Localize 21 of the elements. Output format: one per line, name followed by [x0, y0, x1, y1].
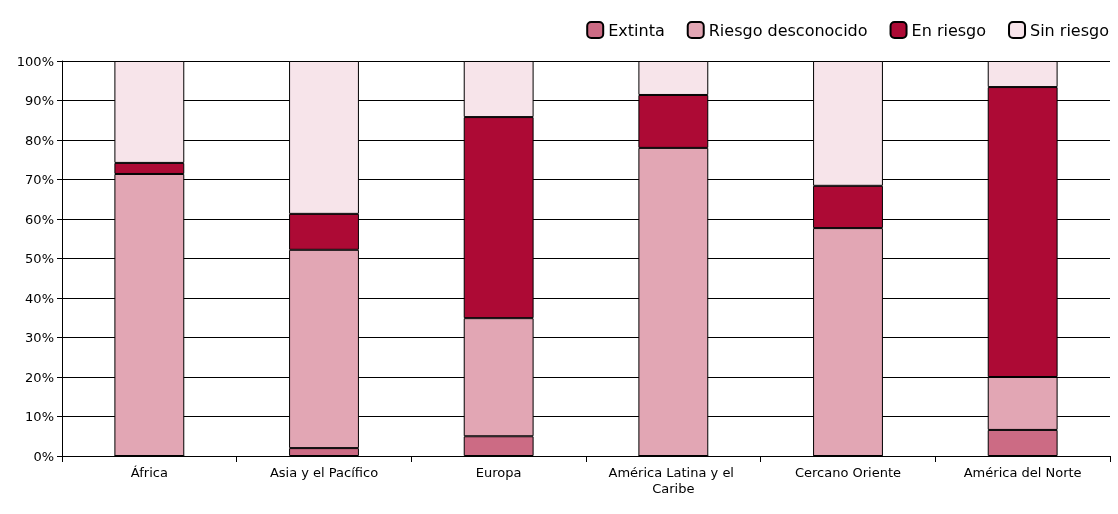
x-tick-label: Asia y el Pacífico — [269, 464, 379, 480]
x-tick-label: América Latina y el Caribe — [608, 464, 739, 496]
y-tick-label: 40% — [25, 290, 54, 306]
y-tick-label: 50% — [25, 251, 54, 266]
y-tick-label: 30% — [25, 330, 54, 345]
x-tick-label: Europa — [475, 464, 522, 480]
x-tick-label: América del Norte — [963, 464, 1082, 480]
legend-label: Extinta — [608, 20, 665, 40]
y-tick-label: 90% — [25, 93, 54, 108]
y-tick-label: 10% — [25, 409, 54, 424]
legend-label: Sin riesgo — [1030, 20, 1110, 40]
y-tick-label: 60% — [25, 211, 54, 227]
legend-label: Riesgo desconocido — [708, 20, 868, 40]
y-tick-label: 20% — [25, 369, 54, 385]
y-tick-label: 100% — [16, 53, 54, 69]
x-tick-label: África — [130, 464, 168, 480]
y-tick-label: 80% — [25, 132, 54, 148]
y-tick-label: 0% — [33, 448, 54, 464]
legend-label: En riesgo — [911, 20, 987, 40]
x-tick-label: Cercano Oriente — [794, 464, 902, 480]
y-tick-label: 70% — [25, 172, 54, 187]
